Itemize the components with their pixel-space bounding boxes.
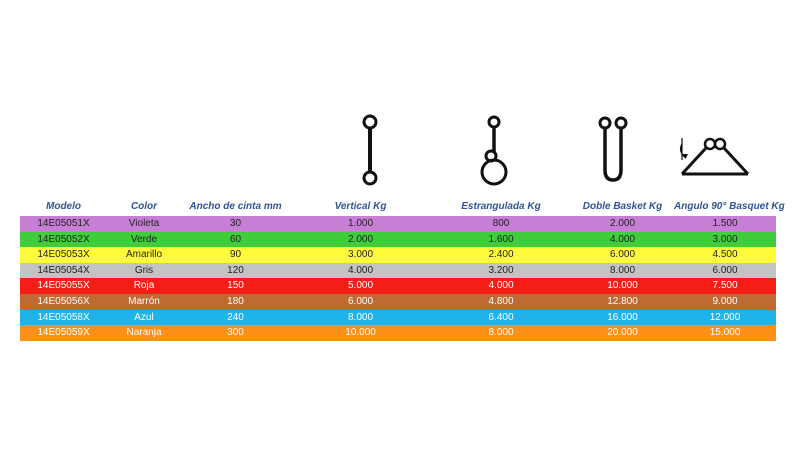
cell-angulo: 12.000 [709,311,741,323]
cell-modelo: 14E05054X [37,264,90,276]
cell-doble: 16.000 [607,311,638,323]
cell-doble: 12.800 [607,295,638,307]
cell-ancho: 60 [229,233,242,245]
double-basket-sling-icon [597,114,629,184]
cell-color: Roja [133,280,155,292]
cell-estrangulada: 3.200 [488,264,514,276]
cell-color: Azul [134,311,154,323]
cell-ancho: 300 [227,327,244,339]
cell-angulo: 7.500 [712,280,738,292]
table-row: 14E05055X Roja 150 5.000 4.000 10.000 7.500 [20,278,776,294]
header-vertical: Vertical Kg [334,200,387,212]
cell-estrangulada: 4.800 [488,295,514,307]
header-angulo-90: Angulo 90° Basquet Kg [674,200,785,212]
cell-vertical: 2.000 [347,233,374,245]
cell-ancho: 30 [229,218,242,229]
choker-sling-icon [478,114,510,188]
cell-estrangulada: 8.000 [488,327,514,339]
cell-modelo: 14E05055X [37,280,90,292]
cell-doble: 2.000 [609,218,636,229]
cell-angulo: 6.000 [712,264,738,276]
cell-vertical: 3.000 [347,249,374,261]
cell-doble: 8.000 [609,264,636,276]
cell-doble: 4.000 [609,233,636,245]
table-row: 14E05053X Amarillo 90 3.000 2.400 6.000 4.500 [20,247,776,263]
cell-angulo: 1.500 [712,218,738,229]
cell-modelo: 14E05056X [37,295,90,307]
header-row: Modelo Color Ancho de cinta mm Vertical … [20,196,785,216]
cell-estrangulada: 2.400 [488,249,514,261]
cell-doble: 10.000 [607,280,638,292]
cell-vertical: 10.000 [345,327,376,339]
cell-angulo: 15.000 [709,327,741,339]
cell-modelo: 14E05053X [37,249,90,261]
table-body: 14E05051X Violeta 30 1.000 800 2.000 1.500 14E0… [20,216,776,341]
cell-modelo: 14E05058X [37,311,90,323]
cell-estrangulada: 800 [492,218,510,229]
cell-estrangulada: 4.000 [488,280,514,292]
header-doble-basket: Doble Basket Kg [582,200,663,212]
basket-90-sling-icon [676,130,756,182]
cell-ancho: 150 [227,280,244,292]
table-row: 14E05059X Naranja 300 10.000 8.000 20.000 15.0… [20,325,776,341]
cell-ancho: 120 [227,264,244,276]
cell-vertical: 6.000 [347,295,374,307]
cell-modelo: 14E05059X [37,327,90,339]
vertical-sling-icon [358,114,382,186]
cell-ancho: 90 [229,249,242,261]
cell-doble: 6.000 [609,249,636,261]
cell-color: Verde [130,233,158,245]
cell-ancho: 180 [227,295,244,307]
sling-capacity-table: Modelo Color Ancho de cinta mm Vertical … [20,196,785,341]
cell-ancho: 240 [227,311,244,323]
cell-color: Gris [134,264,154,276]
cell-modelo: 14E05052X [37,233,90,245]
header-estrangulada: Estrangulada Kg [461,200,541,212]
cell-doble: 20.000 [607,327,638,339]
cell-angulo: 3.000 [712,233,738,245]
table-row: 14E05051X Violeta 30 1.000 800 2.000 1.500 [20,216,776,232]
header-color: Color [130,200,158,212]
cell-modelo: 14E05051X [37,218,90,229]
cell-estrangulada: 1.600 [488,233,514,245]
cell-vertical: 8.000 [347,311,374,323]
header-ancho: Ancho de cinta mm [189,200,282,212]
table-row: 14E05058X Azul 240 8.000 6.400 16.000 12.000 [20,309,776,326]
table-row: 14E05054X Gris 120 4.000 3.200 8.000 6.000 [20,262,776,279]
cell-vertical: 4.000 [347,264,374,276]
cell-color: Amarillo [125,249,163,261]
table-row: 14E05052X Verde 60 2.000 1.600 4.000 3.000 [20,231,776,248]
cell-estrangulada: 6.400 [488,311,514,323]
cell-color: Naranja [126,327,162,339]
sling-icons-row [0,110,800,190]
cell-vertical: 1.000 [347,218,374,229]
cell-angulo: 4.500 [712,249,738,261]
cell-color: Marrón [128,295,160,307]
cell-vertical: 5.000 [347,280,374,292]
cell-angulo: 9.000 [712,295,738,307]
cell-color: Violeta [128,218,160,229]
table-row: 14E05056X Marrón 180 6.000 4.800 12.800 9.000 [20,293,776,310]
header-modelo: Modelo [46,200,81,212]
